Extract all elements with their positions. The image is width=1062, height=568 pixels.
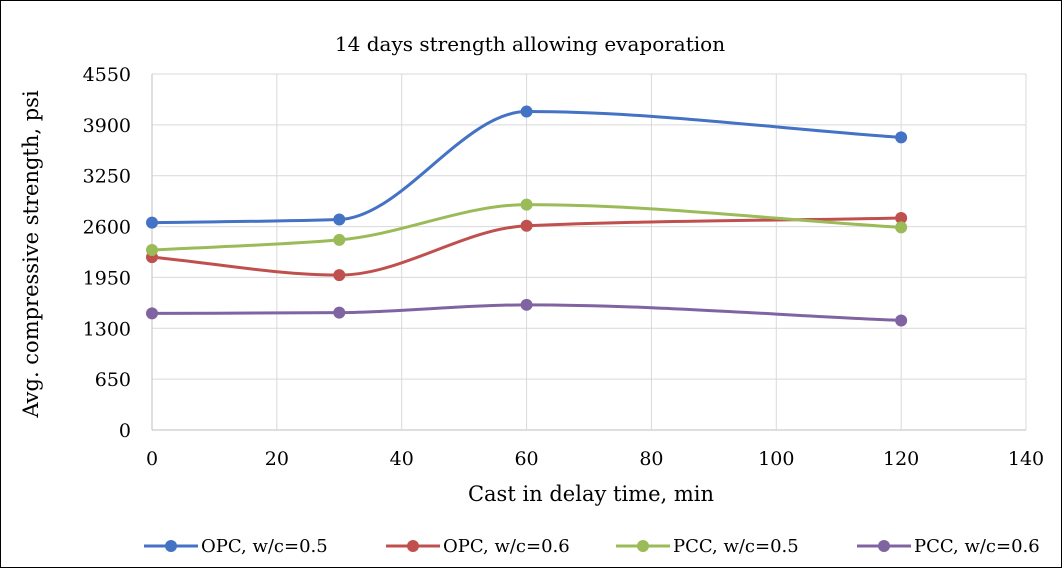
legend-marker — [637, 540, 649, 552]
x-axis-title: Cast in delay time, min — [468, 482, 714, 506]
data-point — [895, 131, 908, 144]
data-point — [146, 216, 158, 229]
data-point — [146, 307, 158, 320]
y-tick-label: 4550 — [83, 64, 131, 86]
x-tick-label: 20 — [265, 448, 289, 470]
data-point — [333, 306, 346, 319]
data-point — [520, 105, 533, 118]
y-tick-label: 1300 — [83, 318, 131, 340]
series-3 — [146, 198, 908, 257]
legend-marker — [878, 540, 890, 552]
data-point — [895, 314, 908, 327]
legend-item: OPC, w/c=0.5 — [144, 536, 328, 557]
y-axis-title: Avg. compressive strength, psi — [19, 90, 43, 419]
x-tick-label: 80 — [639, 448, 663, 470]
legend-label: OPC, w/c=0.6 — [443, 536, 570, 557]
tick-labels: 0 650 1300 1950 2600 3250 3900 4550 0 20 40 60 80 100… — [83, 64, 1044, 470]
gridlines — [151, 73, 1027, 431]
x-tick-label: 100 — [758, 448, 794, 470]
series-line — [151, 110, 902, 225]
x-tick-label: 0 — [146, 448, 158, 470]
data-point — [895, 211, 908, 224]
data-point — [520, 219, 533, 232]
data-point — [333, 233, 346, 246]
data-point — [333, 213, 346, 226]
x-tick-label: 60 — [514, 448, 538, 470]
data-point — [520, 298, 533, 311]
legend-marker — [407, 540, 419, 552]
legend-label: OPC, w/c=0.5 — [201, 536, 328, 557]
legend-label: PCC, w/c=0.5 — [673, 536, 799, 557]
data-point — [146, 244, 158, 257]
series-4 — [146, 298, 908, 327]
data-point — [895, 221, 908, 234]
y-tick-label: 3900 — [83, 115, 131, 137]
legend-item: PCC, w/c=0.6 — [857, 536, 1040, 557]
y-tick-label: 3250 — [83, 166, 131, 188]
x-tick-label: 40 — [390, 448, 414, 470]
legend-marker — [165, 540, 177, 552]
y-tick-label: 650 — [95, 369, 131, 391]
x-tick-label: 120 — [883, 448, 919, 470]
y-tick-label: 0 — [119, 420, 131, 442]
legend-label: PCC, w/c=0.6 — [914, 536, 1040, 557]
series-line — [151, 203, 902, 252]
legend-item: PCC, w/c=0.5 — [616, 536, 799, 557]
legend-item: OPC, w/c=0.6 — [386, 536, 570, 557]
y-tick-label: 2600 — [83, 217, 131, 239]
y-tick-label: 1950 — [83, 267, 131, 289]
legend: OPC, w/c=0.5 OPC, w/c=0.6 PCC, w/c=0.5 PCC,… — [144, 536, 1040, 557]
data-point — [333, 269, 346, 282]
series-line — [151, 216, 902, 277]
chart-title: 14 days strength allowing evaporation — [335, 32, 725, 56]
series-1 — [146, 105, 908, 229]
series-line — [151, 303, 902, 322]
x-tick-label: 140 — [1008, 448, 1044, 470]
data-point — [520, 198, 533, 211]
series-layer — [146, 105, 908, 327]
